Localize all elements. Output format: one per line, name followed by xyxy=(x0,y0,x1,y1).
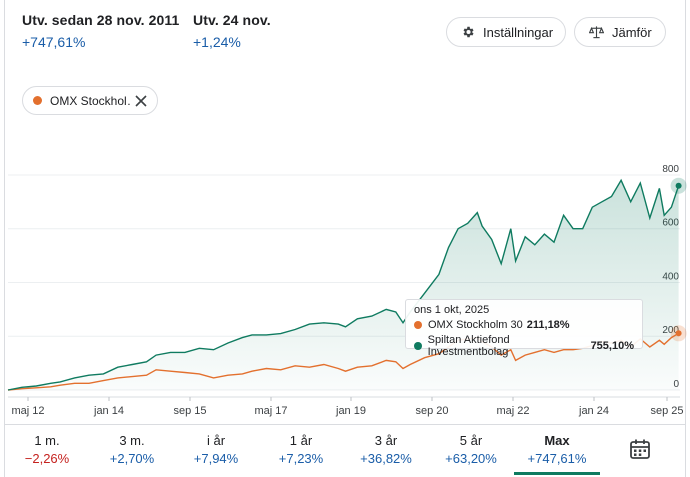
period-label: 3 m. xyxy=(119,433,145,448)
period-value: +7,94% xyxy=(193,451,239,466)
since-start-stat: Utv. sedan 28 nov. 2011 +747,61% xyxy=(22,12,179,50)
tooltip-fund-name: Spiltan Aktiefond Investmentbolag xyxy=(427,334,510,358)
period-value: +7,23% xyxy=(278,451,324,466)
period-1y[interactable]: 1 år +7,23% xyxy=(261,433,341,466)
period-value: +2,70% xyxy=(109,451,155,466)
close-icon[interactable] xyxy=(132,94,150,107)
scale-icon xyxy=(589,25,604,39)
period-label: 1 m. xyxy=(34,433,60,448)
tooltip-row-omx: OMX Stockholm 30 211,18% xyxy=(414,319,634,331)
comparison-chip-omx[interactable]: OMX Stockhol… xyxy=(22,86,158,115)
compare-button[interactable]: Jämför xyxy=(574,17,666,47)
tooltip-omx-value: 211,18% xyxy=(526,319,570,331)
x-tick-label: maj 22 xyxy=(496,405,529,417)
omx-end-marker xyxy=(675,330,682,337)
period-3m[interactable]: 3 m. +2,70% xyxy=(92,433,172,466)
period-label: 1 år xyxy=(289,433,313,448)
settings-label: Inställningar xyxy=(483,24,554,40)
daily-change-stat: Utv. 24 nov. +1,24% xyxy=(193,12,271,50)
period-1m[interactable]: 1 m. −2,26% xyxy=(7,433,87,466)
period-5y[interactable]: 5 år +63,20% xyxy=(431,433,511,466)
fund-end-marker xyxy=(675,182,682,189)
period-label: i år xyxy=(206,433,226,448)
daily-change-value: +1,24% xyxy=(193,34,241,50)
tooltip-omx-name: OMX Stockholm 30 xyxy=(428,319,523,331)
tooltip-row-fund: Spiltan Aktiefond Investmentbolag 755,10… xyxy=(414,334,634,358)
period-label: 5 år xyxy=(459,433,483,448)
x-tick-label: sep 25 xyxy=(650,405,683,417)
period-value: +36,82% xyxy=(360,451,412,466)
settings-button[interactable]: Inställningar xyxy=(446,17,566,47)
x-tick-label: jan 14 xyxy=(93,405,124,417)
period-value: −2,26% xyxy=(24,451,70,466)
period-divider xyxy=(5,424,685,425)
card-frame xyxy=(4,0,686,477)
calendar-icon[interactable] xyxy=(629,438,651,465)
active-period-indicator xyxy=(514,472,600,475)
period-label: Max xyxy=(544,433,570,448)
x-tick-label: jan 19 xyxy=(335,405,366,417)
comparison-chip-label: OMX Stockhol… xyxy=(50,93,132,108)
period-value: +63,20% xyxy=(445,451,497,466)
since-start-label: Utv. sedan 28 nov. 2011 xyxy=(22,12,180,28)
since-start-value: +747,61% xyxy=(22,34,86,50)
fund-series-line xyxy=(7,178,680,391)
tooltip-fund-value: 755,10% xyxy=(590,340,634,352)
compare-label: Jämför xyxy=(612,24,652,40)
period-label: 3 år xyxy=(374,433,398,448)
daily-change-label: Utv. 24 nov. xyxy=(193,12,271,28)
x-tick-label: jan 24 xyxy=(578,405,609,417)
tooltip-date: ons 1 okt, 2025 xyxy=(414,304,490,316)
x-tick-label: maj 17 xyxy=(254,405,287,417)
period-ytd[interactable]: i år +7,94% xyxy=(176,433,256,466)
x-tick-label: sep 20 xyxy=(415,405,448,417)
fund-area-fill xyxy=(8,180,679,390)
fund-legend-dot xyxy=(414,342,422,350)
gear-icon xyxy=(461,25,475,39)
period-3y[interactable]: 3 år +36,82% xyxy=(346,433,426,466)
x-tick-label: sep 15 xyxy=(173,405,206,417)
period-value: +747,61% xyxy=(527,451,587,466)
chart-tooltip: ons 1 okt, 2025 OMX Stockholm 30 211,18%… xyxy=(405,299,643,358)
omx-color-dot xyxy=(33,96,42,105)
period-max[interactable]: Max +747,61% xyxy=(517,433,597,466)
omx-legend-dot xyxy=(414,321,422,329)
x-tick-label: maj 12 xyxy=(11,405,44,417)
y-tick-label: 800 xyxy=(662,164,679,175)
